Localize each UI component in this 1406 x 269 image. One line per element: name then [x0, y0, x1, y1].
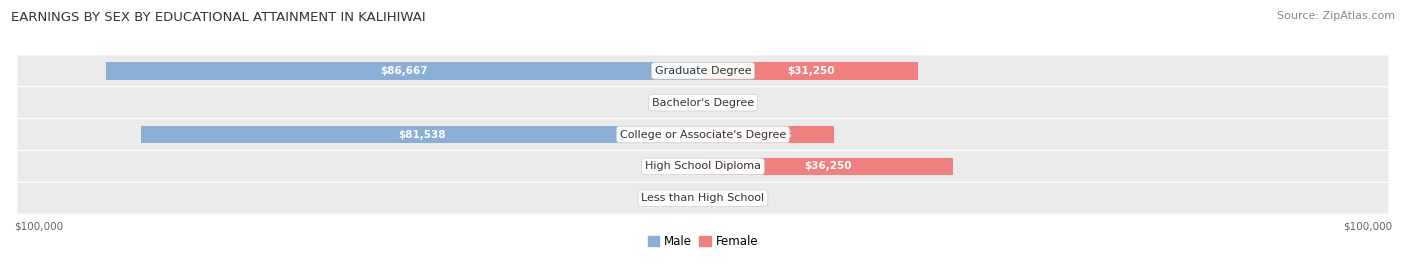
Text: $100,000: $100,000: [14, 221, 63, 231]
Text: $100,000: $100,000: [1343, 221, 1392, 231]
Text: Source: ZipAtlas.com: Source: ZipAtlas.com: [1277, 11, 1395, 21]
Text: EARNINGS BY SEX BY EDUCATIONAL ATTAINMENT IN KALIHIWAI: EARNINGS BY SEX BY EDUCATIONAL ATTAINMEN…: [11, 11, 426, 24]
Text: Less than High School: Less than High School: [641, 193, 765, 203]
Text: $86,667: $86,667: [381, 66, 429, 76]
Text: College or Associate's Degree: College or Associate's Degree: [620, 129, 786, 140]
Text: $0: $0: [727, 193, 740, 203]
Legend: Male, Female: Male, Female: [643, 230, 763, 253]
Bar: [703, 158, 953, 175]
FancyBboxPatch shape: [17, 55, 1389, 86]
Text: $0: $0: [666, 98, 679, 108]
Text: Graduate Degree: Graduate Degree: [655, 66, 751, 76]
FancyBboxPatch shape: [17, 87, 1389, 118]
Text: $18,958: $18,958: [745, 129, 792, 140]
Text: $36,250: $36,250: [804, 161, 852, 171]
Text: Bachelor's Degree: Bachelor's Degree: [652, 98, 754, 108]
Text: $0: $0: [666, 161, 679, 171]
Bar: [105, 62, 703, 80]
Text: $31,250: $31,250: [787, 66, 834, 76]
Bar: [141, 126, 703, 143]
FancyBboxPatch shape: [17, 119, 1389, 150]
FancyBboxPatch shape: [17, 151, 1389, 182]
Bar: [703, 126, 834, 143]
Text: High School Diploma: High School Diploma: [645, 161, 761, 171]
FancyBboxPatch shape: [17, 183, 1389, 214]
Bar: [703, 62, 918, 80]
Text: $0: $0: [727, 98, 740, 108]
Text: $81,538: $81,538: [398, 129, 446, 140]
Text: $0: $0: [666, 193, 679, 203]
